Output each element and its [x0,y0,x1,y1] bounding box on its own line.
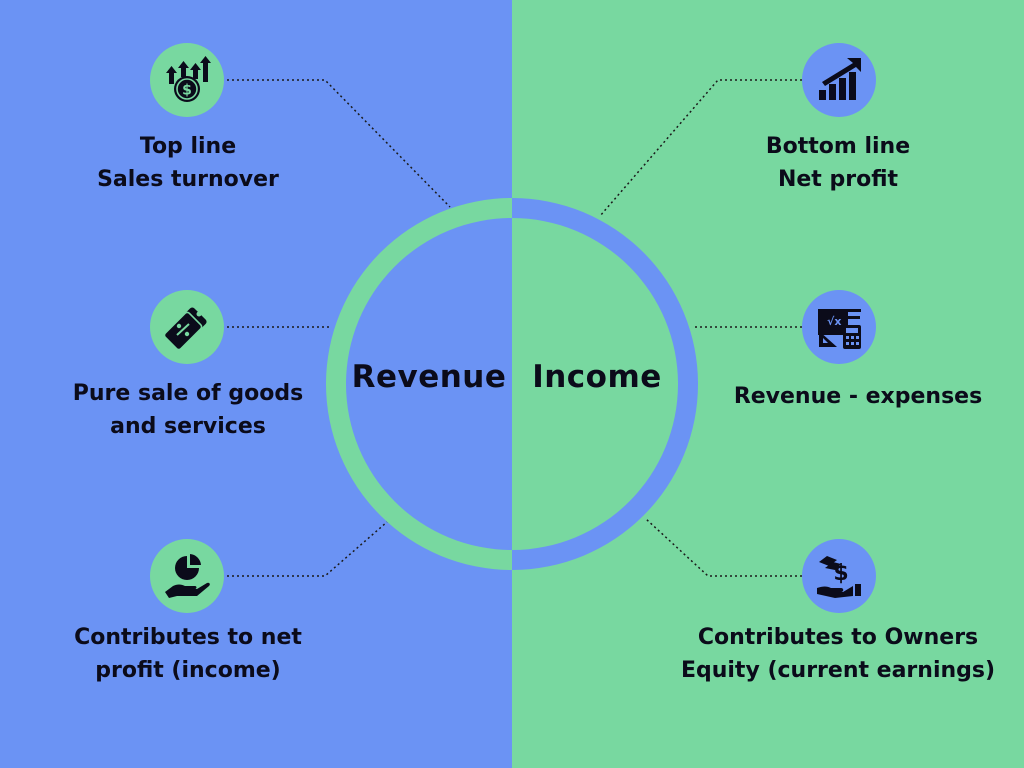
revenue-title: Revenue [351,359,507,395]
label-owners-equity: Contributes to Owners Equity (current ear… [680,625,996,683]
ring-left-arc [326,198,512,570]
income-panel [512,0,1024,768]
label-top-line: Top line Sales turnover [97,134,279,192]
hand-dollar-icon: $ [802,539,876,613]
hand-pie-chart-icon [150,539,224,613]
income-title: Income [532,359,662,395]
label-revenue-expenses: Revenue - expenses [733,384,983,409]
bar-chart-growth-icon [802,43,876,117]
price-tags-icon [150,290,224,364]
connector-left-1 [222,79,451,208]
calculator-tools-icon: √x [802,290,876,364]
svg-text:$: $ [182,83,192,99]
label-pure-sale: Pure sale of goods and services [72,381,304,439]
label-bottom-line: Bottom line Net profit [765,134,911,192]
svg-text:√x: √x [827,315,841,328]
label-contributes-net-profit: Contributes to net profit (income) [74,625,302,683]
svg-text:$: $ [833,561,848,586]
revenue-panel [0,0,512,768]
connector-right-3 [645,518,802,577]
ring-right-arc [512,198,698,570]
center-ring [326,198,698,570]
money-growth-icon: $ [150,43,224,117]
